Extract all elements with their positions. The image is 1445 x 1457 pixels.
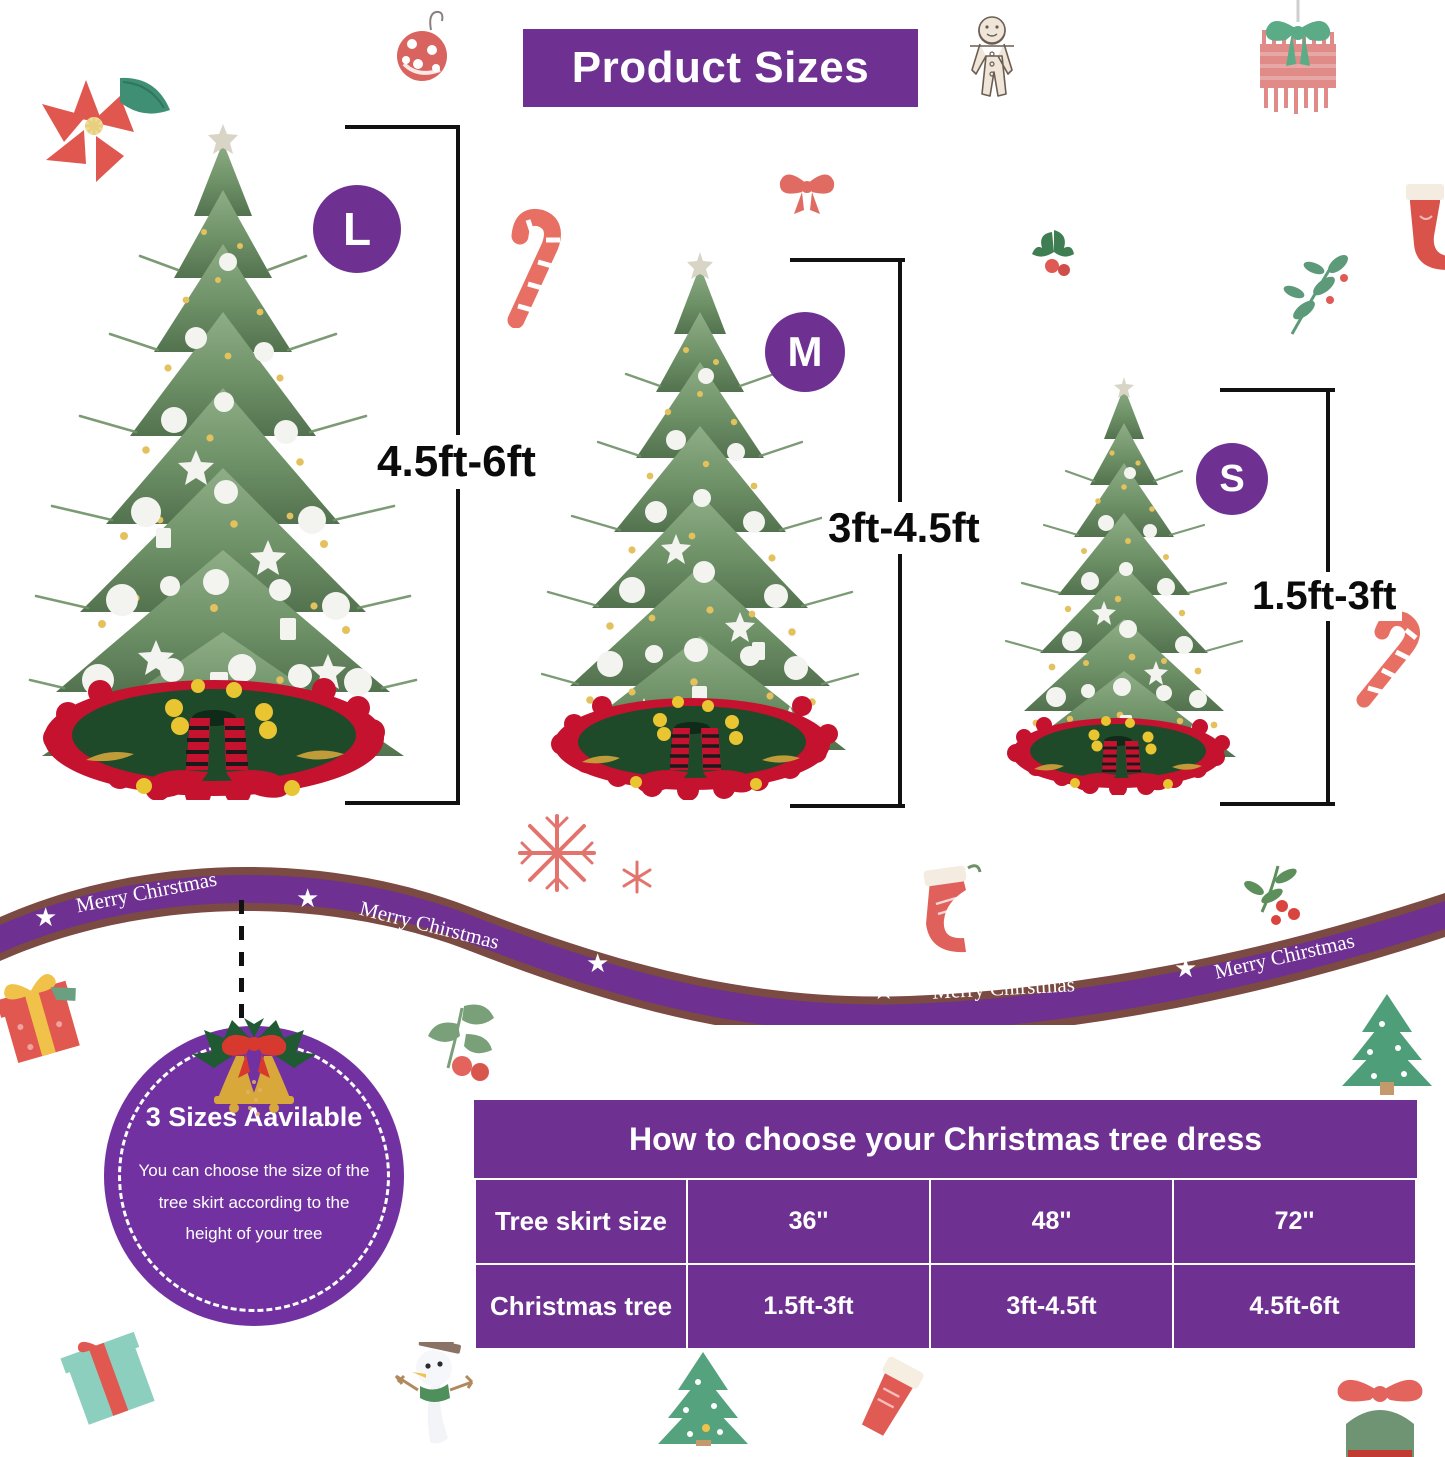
bracket-cap-top	[1220, 388, 1335, 392]
mistletoe-icon	[1283, 255, 1348, 335]
bracket-cap-top	[345, 125, 460, 129]
christmas-tree-medium	[540, 252, 860, 800]
ornament-ball-icon	[397, 10, 447, 81]
size-chart: How to choose your Christmas tree dress …	[474, 1100, 1417, 1350]
table-cell: 36''	[686, 1178, 931, 1265]
size-badge-large[interactable]: L	[313, 185, 401, 273]
table-cell: 48''	[929, 1178, 1174, 1265]
christmas-tree-small	[1004, 377, 1244, 795]
height-label-large: 4.5ft-6ft	[371, 435, 542, 489]
christmas-tree-large	[28, 124, 418, 800]
sizes-available-title: 3 Sizes Aavilable	[145, 1102, 363, 1133]
sizes-available-body: You can choose the size of the tree skir…	[138, 1161, 370, 1244]
ribbon-star-icon: ★	[34, 902, 58, 932]
lantern-icon	[1260, 0, 1336, 114]
ornament-bell-icon	[192, 1018, 316, 1116]
height-label-small: 1.5ft-3ft	[1246, 572, 1403, 621]
pine-tree-icon	[658, 1352, 748, 1446]
candy-cane-icon	[861, 1356, 924, 1436]
size-badge-medium-label: M	[787, 328, 823, 375]
table-cell: 3ft-4.5ft	[929, 1263, 1174, 1350]
stocking-icon	[1406, 184, 1445, 270]
gift-box-icon	[60, 1331, 155, 1425]
table-row: Christmas tree 1.5ft-3ft 3ft-4.5ft 4.5ft…	[474, 1263, 1417, 1350]
ribbon-star-icon: ★	[1174, 953, 1198, 983]
size-chart-table: Tree skirt size 36'' 48'' 72'' Christmas…	[474, 1178, 1417, 1350]
bow-icon	[779, 174, 835, 214]
table-cell: 72''	[1172, 1178, 1417, 1265]
bracket-cap-bottom	[345, 801, 460, 805]
ribbon-star-icon: ★	[296, 883, 320, 913]
size-badge-large-label: L	[342, 203, 372, 255]
dashed-connector-line	[239, 900, 244, 1028]
ornament-ball-icon	[1337, 1379, 1423, 1457]
bracket-cap-bottom	[790, 804, 905, 808]
size-chart-title: How to choose your Christmas tree dress	[474, 1100, 1417, 1178]
ribbon-star-icon: ★	[872, 975, 896, 1005]
size-badge-medium[interactable]: M	[765, 312, 845, 392]
table-cell: 1.5ft-3ft	[686, 1263, 931, 1350]
merry-christmas-ribbon	[0, 866, 1445, 1025]
size-badge-small-label: S	[1219, 458, 1245, 500]
height-label-medium: 3ft-4.5ft	[822, 502, 986, 554]
table-cell: 4.5ft-6ft	[1172, 1263, 1417, 1350]
gingerbread-man-icon	[970, 16, 1014, 97]
ribbon-star-icon: ★	[586, 948, 610, 978]
page-title: Product Sizes	[523, 29, 918, 107]
page-title-text: Product Sizes	[571, 43, 870, 92]
table-row-label: Christmas tree	[474, 1263, 688, 1350]
snowman-icon	[394, 1342, 474, 1444]
sizes-available-badge: 3 Sizes Aavilable You can choose the siz…	[104, 1026, 404, 1326]
table-row-label: Tree skirt size	[474, 1178, 688, 1265]
bracket-cap-bottom	[1220, 802, 1335, 806]
holly-icon	[1032, 230, 1074, 276]
bracket-cap-top	[790, 258, 905, 262]
size-badge-small[interactable]: S	[1196, 443, 1268, 515]
table-row: Tree skirt size 36'' 48'' 72''	[474, 1178, 1417, 1265]
